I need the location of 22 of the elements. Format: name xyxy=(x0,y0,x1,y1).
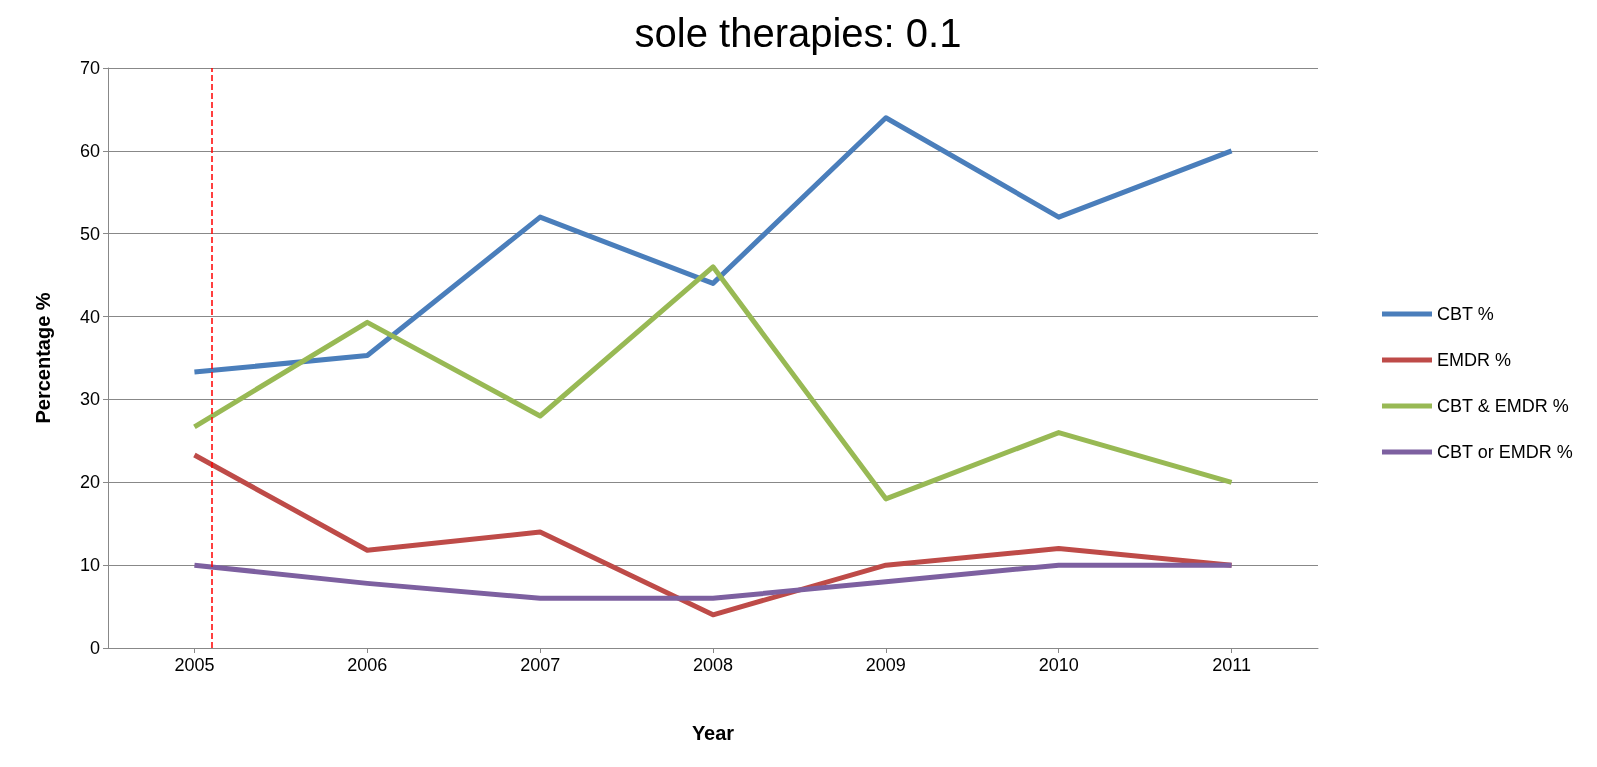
y-tick-label: 0 xyxy=(89,638,100,658)
y-tick-label: 30 xyxy=(79,389,100,410)
y-tick-label: 70 xyxy=(79,58,100,78)
y-tick-label: 50 xyxy=(79,223,100,244)
x-tick-label: 2010 xyxy=(1038,655,1079,675)
y-tick-label: 60 xyxy=(79,140,100,161)
x-axis-title: Year xyxy=(691,722,735,744)
legend-label: CBT or EMDR % xyxy=(1436,442,1573,462)
x-tick-label: 2006 xyxy=(347,655,388,675)
x-tick-label: 2005 xyxy=(174,655,215,675)
chart-title: sole therapies: 0.1 xyxy=(634,11,962,55)
x-tick-label: 2007 xyxy=(520,655,561,675)
legend-label: CBT & EMDR % xyxy=(1436,396,1569,416)
y-tick-label: 40 xyxy=(79,306,100,327)
legend-label: EMDR % xyxy=(1436,350,1511,370)
y-tick-label: 20 xyxy=(79,472,100,493)
x-tick-label: 2008 xyxy=(692,655,734,675)
x-tick-label: 2011 xyxy=(1212,655,1251,675)
x-tick-label: 2009 xyxy=(865,655,906,675)
legend-label: CBT % xyxy=(1436,304,1494,324)
y-axis-title: Percentage % xyxy=(32,292,54,424)
y-tick-label: 10 xyxy=(79,555,100,576)
